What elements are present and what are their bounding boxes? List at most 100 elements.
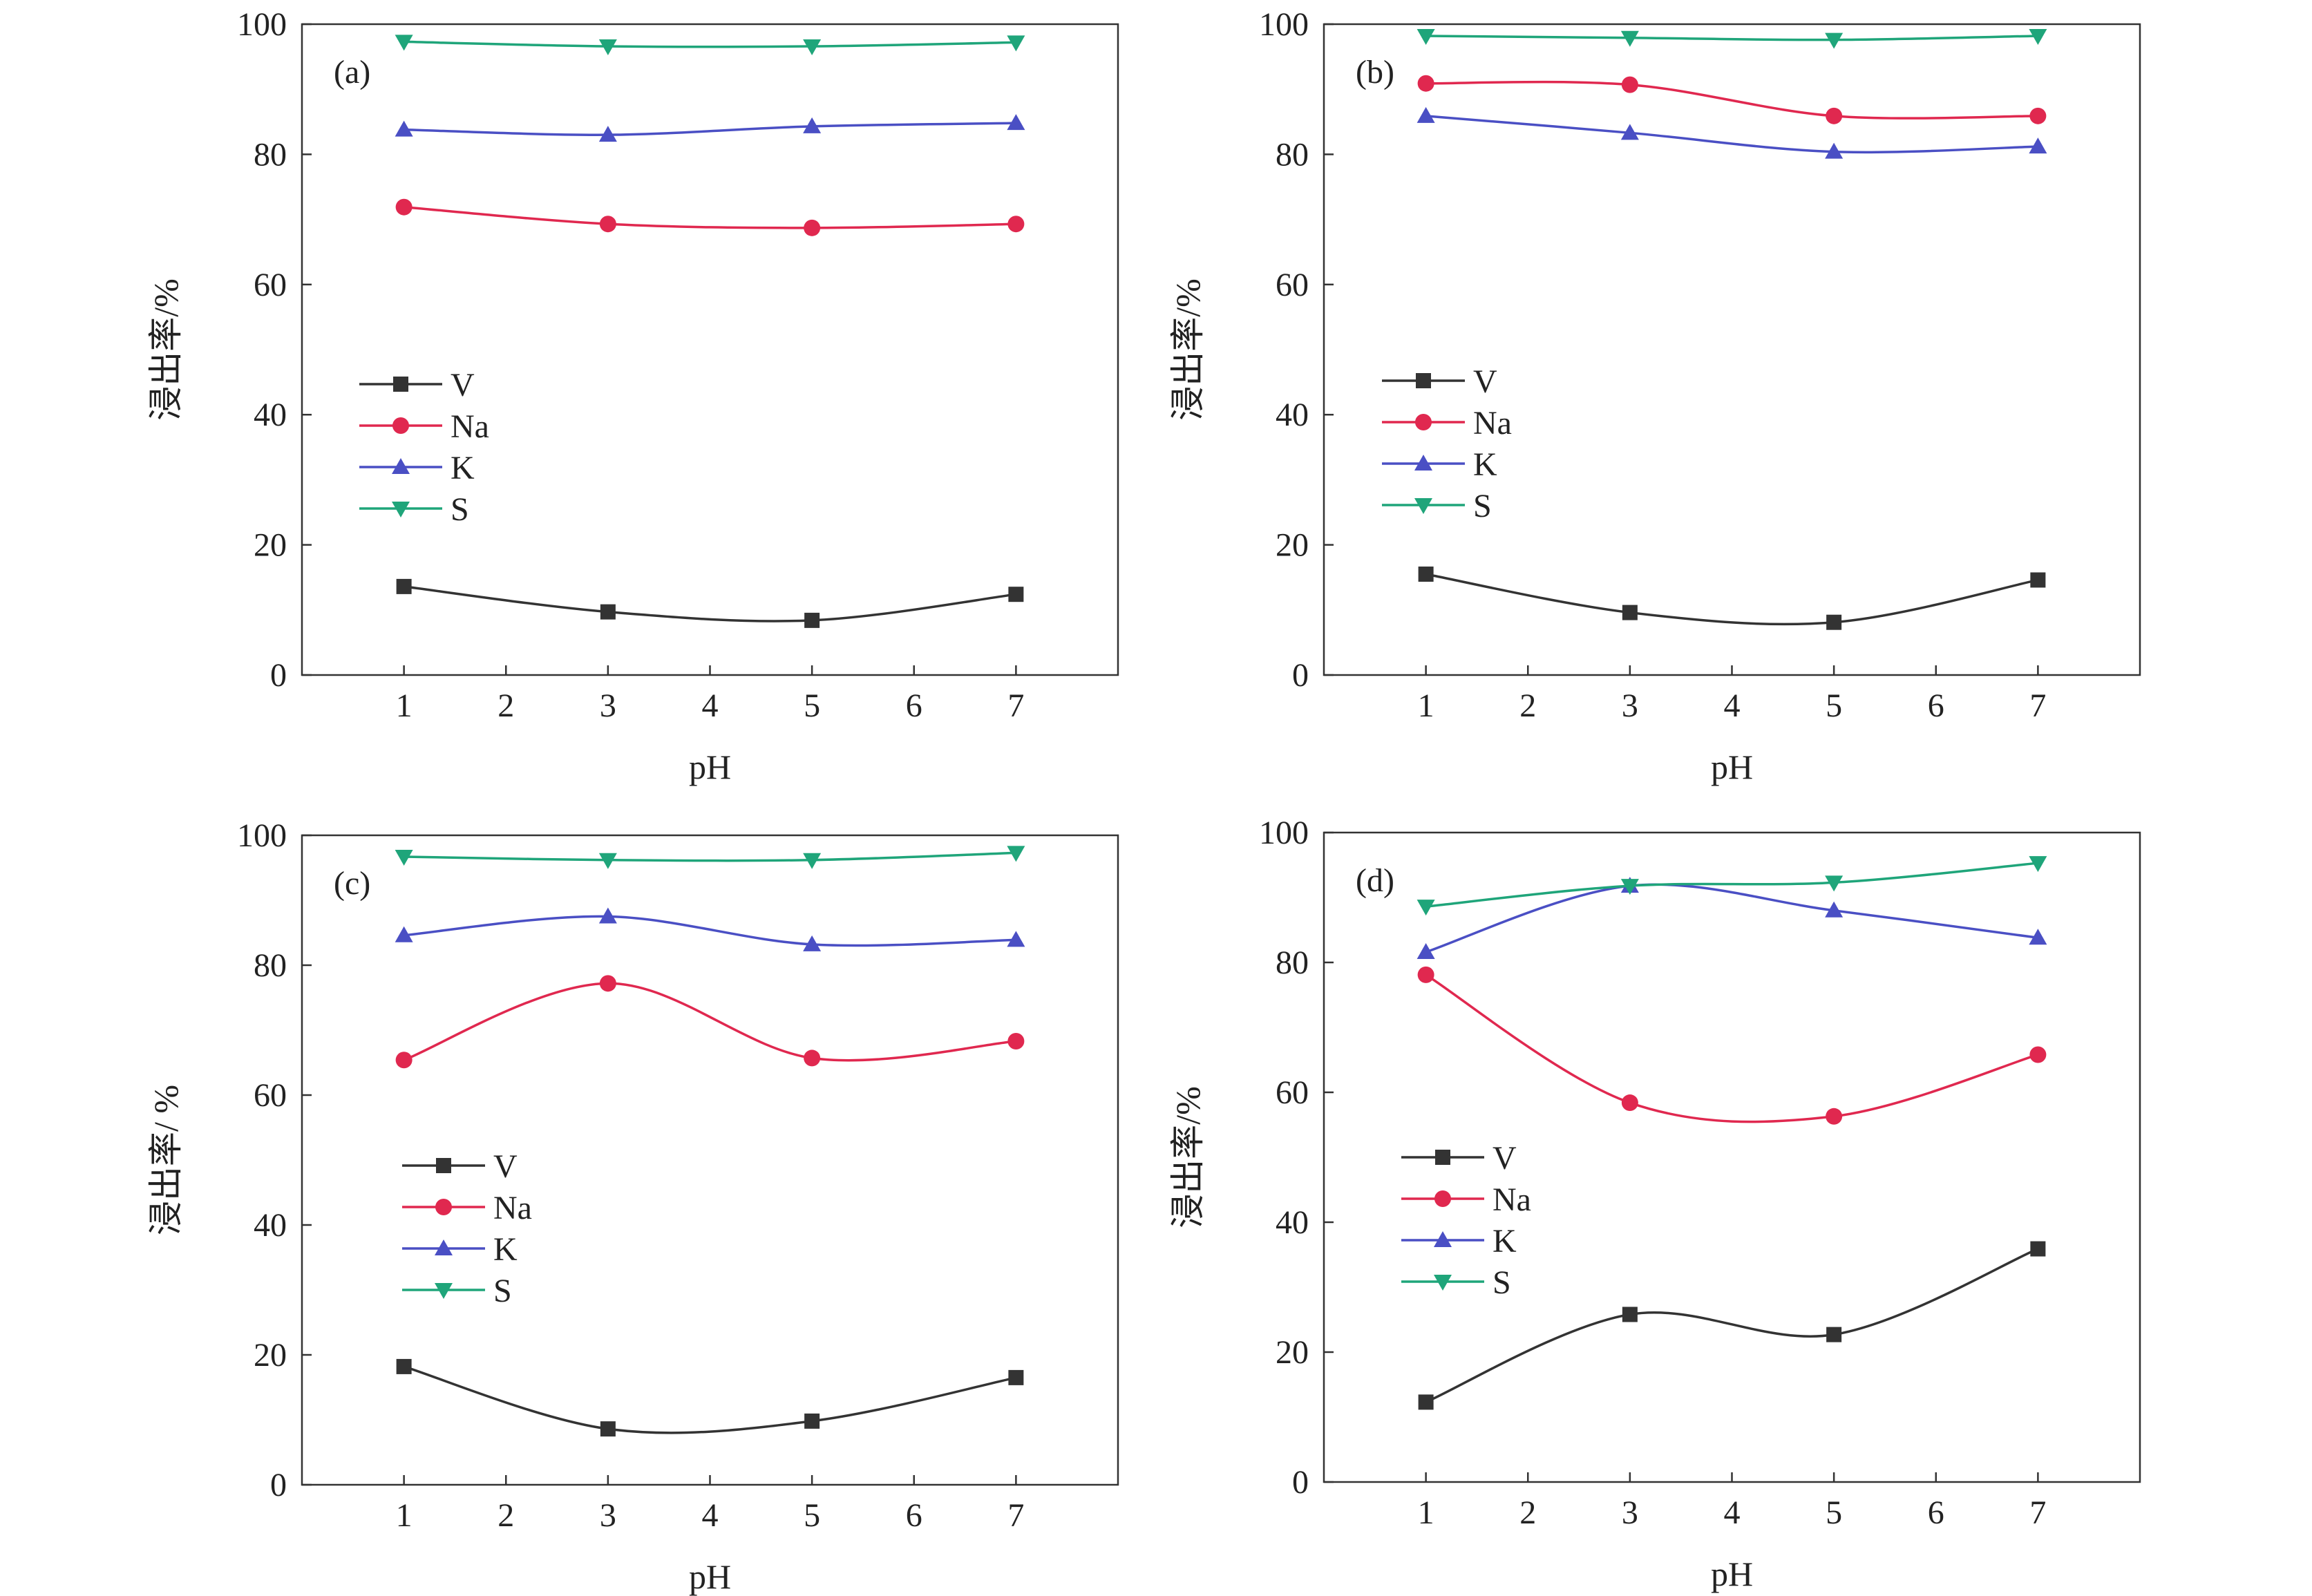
legend-label-na: Na xyxy=(1473,405,1512,441)
data-point-v xyxy=(600,604,616,620)
data-point-k xyxy=(1007,114,1025,131)
x-tick-label: 7 xyxy=(1007,1497,1024,1534)
series-line-k xyxy=(404,122,1016,136)
legend-marker-s xyxy=(1434,1275,1452,1291)
panel-d: 1 2 3 4 5 6 7 0 20 40 60 80 100 pH 浸出率/% (d) V Na KS xyxy=(1168,815,2141,1593)
y-tick-label: 40 xyxy=(254,1207,287,1244)
data-point-k xyxy=(1416,106,1435,123)
data-point-na xyxy=(2029,1046,2047,1063)
data-point-na xyxy=(1621,76,1638,93)
y-tick-label: 100 xyxy=(237,817,287,854)
data-point-v xyxy=(804,1413,820,1429)
data-point-na xyxy=(1007,216,1025,233)
data-point-s xyxy=(1416,28,1435,45)
data-point-v xyxy=(1418,566,1434,582)
legend: V Na KS xyxy=(402,1148,532,1309)
x-axis-title: pH xyxy=(1711,748,1753,786)
data-point-v xyxy=(1622,1307,1638,1322)
data-point-s xyxy=(1620,879,1639,895)
legend-label-v: V xyxy=(1473,363,1497,400)
x-tick-label: 3 xyxy=(1622,687,1638,724)
x-tick-label: 1 xyxy=(1418,687,1434,724)
x-tick-label: 1 xyxy=(396,687,413,724)
y-tick-label: 40 xyxy=(1276,397,1309,433)
legend-label-k: K xyxy=(451,450,475,486)
y-axis-title: 浸出率/ % xyxy=(146,1085,185,1235)
legend-marker-s xyxy=(392,502,410,517)
x-tick-label: 4 xyxy=(1724,687,1741,724)
y-tick-label: 0 xyxy=(270,657,287,694)
series-line-v xyxy=(404,1365,1016,1434)
x-tick-label: 5 xyxy=(804,687,820,724)
y-tick-label: 40 xyxy=(254,397,287,433)
legend-marker-na xyxy=(435,1199,452,1215)
x-tick-label: 1 xyxy=(1418,1494,1434,1531)
x-tick-label: 4 xyxy=(702,1497,719,1534)
data-point-s xyxy=(395,850,413,866)
y-tick-label: 20 xyxy=(1276,1334,1309,1371)
x-tick-label: 5 xyxy=(1826,687,1842,724)
y-tick-label: 40 xyxy=(1276,1204,1309,1241)
y-tick-label: 20 xyxy=(254,527,287,564)
data-point-na xyxy=(1826,107,1843,124)
data-point-s xyxy=(598,39,617,56)
x-tick-label: 5 xyxy=(804,1497,820,1534)
data-point-k xyxy=(1825,142,1844,159)
legend-marker-s xyxy=(435,1283,453,1299)
panel-c: 1 2 3 4 5 6 7 0 20 40 60 80 100 pH 浸出率/ % (c) V Na KS xyxy=(146,817,1119,1596)
data-point-k xyxy=(803,935,822,951)
x-tick-label: 6 xyxy=(1928,1494,1944,1531)
legend-label-k: K xyxy=(1473,446,1497,483)
x-tick-label: 3 xyxy=(600,1497,616,1534)
data-point-na xyxy=(1007,1032,1025,1049)
legend-label-v: V xyxy=(1493,1140,1517,1177)
legend-marker-na xyxy=(1434,1190,1451,1207)
data-point-na xyxy=(1417,75,1434,92)
x-tick-label: 5 xyxy=(1826,1494,1842,1531)
series-line-na xyxy=(1425,80,2038,120)
y-tick-label: 60 xyxy=(254,267,287,303)
series-line-v xyxy=(1425,1247,2039,1403)
legend-label-k: K xyxy=(493,1231,518,1268)
data-point-v xyxy=(1418,1394,1434,1410)
data-point-na xyxy=(804,219,821,236)
data-point-s xyxy=(1825,32,1844,49)
y-tick-label: 60 xyxy=(1276,267,1309,303)
series-line-s xyxy=(1425,35,2038,41)
data-point-k xyxy=(1416,942,1435,959)
data-point-na xyxy=(395,1052,413,1069)
data-point-s xyxy=(1620,30,1639,47)
x-tick-label: 2 xyxy=(1519,687,1536,724)
legend-marker-s xyxy=(1414,498,1432,514)
x-tick-label: 3 xyxy=(600,687,616,724)
data-point-k xyxy=(1007,931,1025,947)
legend-label-s: S xyxy=(493,1273,512,1309)
data-point-s xyxy=(1007,35,1025,52)
x-tick-label: 2 xyxy=(498,687,514,724)
y-axis-title: 浸出率/% xyxy=(1168,278,1207,421)
data-point-k xyxy=(1620,124,1639,140)
data-point-v xyxy=(1008,587,1024,602)
y-axis-title: 浸出率/% xyxy=(146,278,185,421)
y-tick-label: 100 xyxy=(237,6,287,43)
series-line-s xyxy=(1425,862,2038,908)
plot-frame xyxy=(301,23,1119,676)
x-tick-label: 6 xyxy=(1928,687,1944,724)
legend: V Na KS xyxy=(1382,363,1512,524)
legend-marker-na xyxy=(392,417,409,434)
x-tick-label: 2 xyxy=(1519,1494,1536,1531)
y-axis-title: 浸出率/% xyxy=(1168,1086,1207,1228)
y-tick-label: 100 xyxy=(1259,815,1309,851)
legend-label-na: Na xyxy=(493,1190,532,1226)
legend-label-v: V xyxy=(493,1148,518,1185)
data-point-v xyxy=(396,578,412,594)
x-tick-label: 6 xyxy=(906,1497,922,1534)
series-line-na xyxy=(404,982,1016,1062)
legend-label-na: Na xyxy=(451,408,489,445)
data-point-v xyxy=(600,1421,616,1437)
x-tick-label: 7 xyxy=(1007,687,1024,724)
series-line-na xyxy=(1425,973,2038,1123)
x-axis-title: pH xyxy=(689,1557,731,1596)
x-tick-label: 7 xyxy=(2029,687,2046,724)
data-point-v xyxy=(396,1358,412,1374)
